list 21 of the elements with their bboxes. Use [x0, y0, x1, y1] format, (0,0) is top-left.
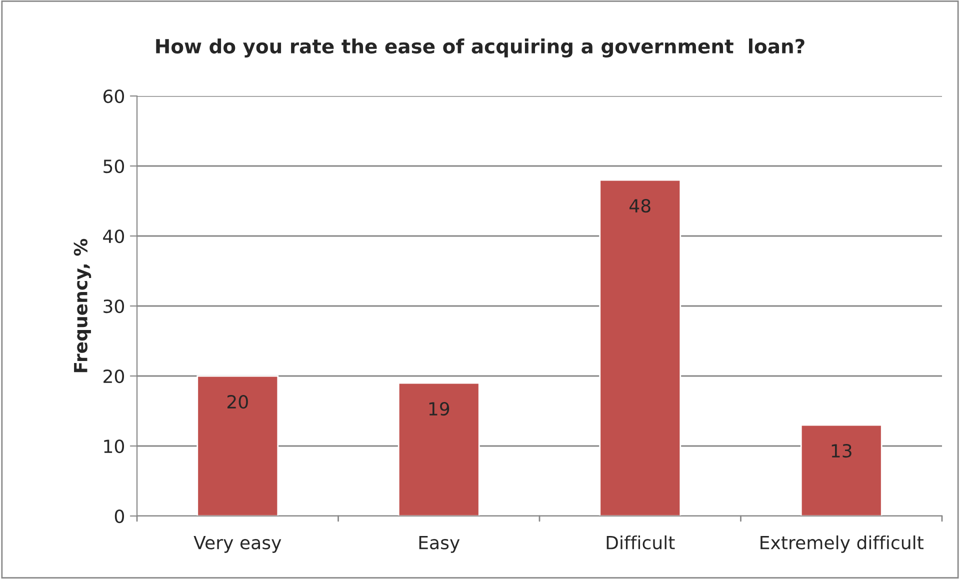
data-label: 20 [227, 394, 248, 409]
y-tick-label: 60 [103, 89, 124, 104]
y-tick-label: 30 [104, 299, 124, 314]
y-tick-label: 10 [104, 439, 124, 454]
bar [599, 179, 682, 516]
bar [196, 375, 279, 516]
data-label: 48 [630, 198, 650, 213]
y-tick-label: 50 [104, 159, 124, 174]
x-tick-label: Very easy [194, 536, 282, 553]
y-tick-label: 40 [103, 229, 124, 244]
data-label: 19 [429, 402, 450, 416]
bar [800, 424, 882, 516]
data-label: 13 [832, 444, 852, 458]
x-tick-label: Extremely difficult [760, 535, 924, 553]
x-tick-label: Difficult [606, 535, 675, 550]
x-tick-label: Easy [419, 536, 460, 553]
chart-title: How do you rate the ease of acquiring a government loan? [156, 38, 804, 58]
y-tick-label: 0 [114, 509, 124, 524]
y-tick-label: 20 [104, 369, 124, 384]
bar [398, 382, 480, 516]
y-axis-title: Frequency, % [74, 238, 92, 372]
